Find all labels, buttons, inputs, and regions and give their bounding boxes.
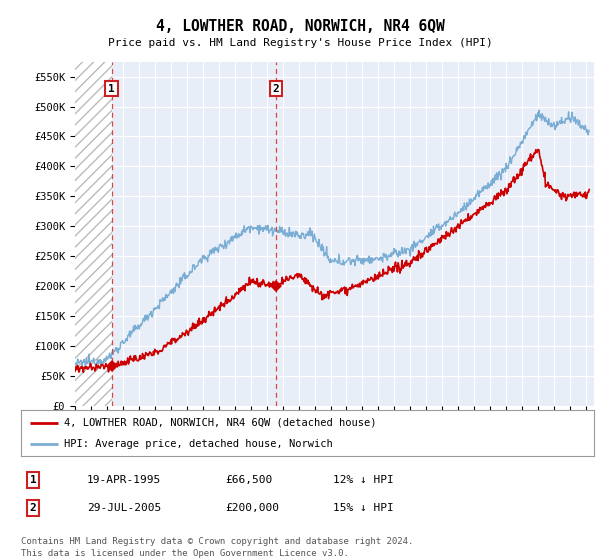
Text: £200,000: £200,000	[225, 503, 279, 513]
Text: 29-JUL-2005: 29-JUL-2005	[87, 503, 161, 513]
Text: 1: 1	[29, 475, 37, 485]
Text: 19-APR-1995: 19-APR-1995	[87, 475, 161, 485]
Text: 4, LOWTHER ROAD, NORWICH, NR4 6QW: 4, LOWTHER ROAD, NORWICH, NR4 6QW	[155, 20, 445, 34]
Text: 2: 2	[29, 503, 37, 513]
Text: £66,500: £66,500	[225, 475, 272, 485]
Text: 2: 2	[272, 83, 279, 94]
Text: 4, LOWTHER ROAD, NORWICH, NR4 6QW (detached house): 4, LOWTHER ROAD, NORWICH, NR4 6QW (detac…	[64, 418, 376, 428]
Bar	[75, 62, 112, 406]
Text: 12% ↓ HPI: 12% ↓ HPI	[333, 475, 394, 485]
Text: Price paid vs. HM Land Registry's House Price Index (HPI): Price paid vs. HM Land Registry's House …	[107, 38, 493, 48]
Bar	[75, 62, 112, 406]
Text: Contains HM Land Registry data © Crown copyright and database right 2024.
This d: Contains HM Land Registry data © Crown c…	[21, 537, 413, 558]
Text: 15% ↓ HPI: 15% ↓ HPI	[333, 503, 394, 513]
Text: HPI: Average price, detached house, Norwich: HPI: Average price, detached house, Norw…	[64, 439, 333, 449]
Text: 1: 1	[108, 83, 115, 94]
